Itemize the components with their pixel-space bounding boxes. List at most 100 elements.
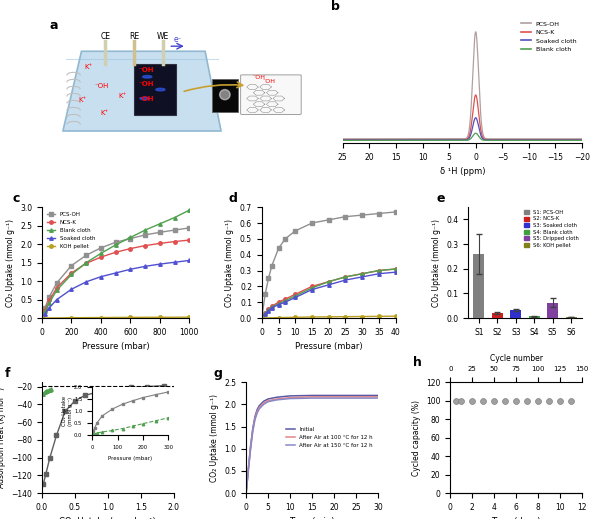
- Text: a: a: [50, 19, 58, 32]
- PCS-OH: [472, 29, 479, 35]
- Initial: [273, 394, 280, 400]
- Text: g: g: [213, 367, 222, 380]
- Point: [555, 397, 565, 405]
- Line: Soaked cloth: Soaked cloth: [343, 118, 582, 140]
- Blank cloth: [455, 137, 463, 143]
- After Air at 150 °C for 12 h: [273, 397, 280, 403]
- Y-axis label: CO₂ Uptake (mmol g⁻¹): CO₂ Uptake (mmol g⁻¹): [5, 218, 14, 307]
- Text: e: e: [436, 192, 445, 205]
- Blank cloth: [571, 137, 578, 143]
- NCS-K: [571, 136, 578, 143]
- Initial: [265, 396, 272, 402]
- Line: PCS-OH: PCS-OH: [343, 32, 582, 139]
- Text: K⁺: K⁺: [79, 97, 87, 103]
- NCS-K: [578, 136, 586, 143]
- PCS-OH: [527, 136, 535, 142]
- Polygon shape: [63, 51, 221, 131]
- Point: [490, 397, 499, 405]
- PCS-OH: [572, 136, 579, 142]
- After Air at 100 °C for 12 h: [249, 427, 256, 433]
- NCS-K: [572, 136, 579, 143]
- Line: After Air at 150 °C for 12 h: After Air at 150 °C for 12 h: [246, 398, 378, 493]
- Bar: [566, 317, 577, 318]
- FancyBboxPatch shape: [212, 79, 238, 112]
- Initial: [331, 392, 338, 399]
- After Air at 150 °C for 12 h: [260, 401, 268, 407]
- Initial: [308, 392, 316, 399]
- Text: K⁺: K⁺: [100, 110, 108, 116]
- Y-axis label: Cycled capacity (%): Cycled capacity (%): [412, 400, 421, 475]
- Blank cloth: [572, 137, 579, 143]
- PCS-OH: [578, 136, 586, 142]
- X-axis label: Time (days): Time (days): [491, 517, 541, 519]
- Point: [533, 397, 543, 405]
- After Air at 100 °C for 12 h: [256, 404, 263, 411]
- Point: [478, 397, 488, 405]
- Soaked cloth: [578, 137, 586, 143]
- After Air at 100 °C for 12 h: [286, 394, 293, 401]
- PCS-OH: [449, 136, 457, 142]
- After Air at 100 °C for 12 h: [242, 490, 250, 496]
- NCS-K: [527, 136, 535, 143]
- Bar: [547, 303, 559, 318]
- Initial: [352, 392, 359, 399]
- PCS-OH: [352, 136, 359, 142]
- After Air at 100 °C for 12 h: [251, 415, 259, 421]
- NCS-K: [449, 136, 457, 143]
- After Air at 150 °C for 12 h: [331, 395, 338, 401]
- Initial: [249, 426, 256, 432]
- After Air at 150 °C for 12 h: [308, 395, 316, 401]
- Soaked cloth: [352, 137, 359, 143]
- After Air at 150 °C for 12 h: [374, 395, 382, 401]
- NCS-K: [472, 92, 479, 98]
- After Air at 150 °C for 12 h: [245, 468, 252, 474]
- After Air at 150 °C for 12 h: [254, 410, 261, 416]
- PCS-OH: [339, 136, 346, 142]
- Bar: [510, 310, 521, 318]
- Initial: [247, 443, 254, 449]
- Text: d: d: [228, 192, 237, 205]
- Text: ⁻OH: ⁻OH: [138, 81, 154, 87]
- Ellipse shape: [140, 97, 149, 100]
- Bar: [529, 317, 540, 318]
- Text: ⁻OH: ⁻OH: [95, 83, 109, 89]
- After Air at 150 °C for 12 h: [256, 406, 263, 412]
- Point: [566, 397, 576, 405]
- After Air at 100 °C for 12 h: [260, 400, 268, 406]
- Text: K⁺: K⁺: [118, 93, 127, 100]
- Soaked cloth: [449, 137, 457, 143]
- After Air at 150 °C for 12 h: [242, 490, 250, 496]
- After Air at 150 °C for 12 h: [251, 417, 259, 423]
- NCS-K: [455, 136, 463, 143]
- Text: ⁻OH: ⁻OH: [253, 75, 265, 80]
- Text: ⁻OH: ⁻OH: [138, 96, 154, 102]
- Text: c: c: [13, 192, 20, 205]
- Point: [523, 397, 532, 405]
- PCS-OH: [571, 136, 578, 142]
- After Air at 100 °C for 12 h: [265, 398, 272, 404]
- NCS-K: [352, 136, 359, 143]
- X-axis label: Time (min): Time (min): [289, 517, 335, 519]
- After Air at 150 °C for 12 h: [352, 395, 359, 401]
- Soaked cloth: [339, 137, 346, 143]
- Text: RE: RE: [129, 32, 139, 40]
- Text: CE: CE: [100, 32, 110, 40]
- After Air at 100 °C for 12 h: [273, 396, 280, 402]
- Blank cloth: [527, 137, 535, 143]
- Ellipse shape: [156, 88, 165, 91]
- After Air at 100 °C for 12 h: [352, 394, 359, 400]
- X-axis label: Pressure (mbar): Pressure (mbar): [295, 343, 362, 351]
- Blank cloth: [352, 137, 359, 143]
- After Air at 150 °C for 12 h: [247, 446, 254, 453]
- Bar: [134, 64, 176, 115]
- After Air at 100 °C for 12 h: [245, 467, 252, 473]
- Blank cloth: [339, 137, 346, 143]
- X-axis label: Pressure (mbar): Pressure (mbar): [82, 343, 149, 351]
- Soaked cloth: [572, 137, 579, 143]
- Initial: [256, 403, 263, 409]
- NCS-K: [339, 136, 346, 143]
- After Air at 100 °C for 12 h: [331, 394, 338, 400]
- Point: [544, 397, 554, 405]
- Blank cloth: [472, 130, 479, 136]
- Point: [467, 397, 477, 405]
